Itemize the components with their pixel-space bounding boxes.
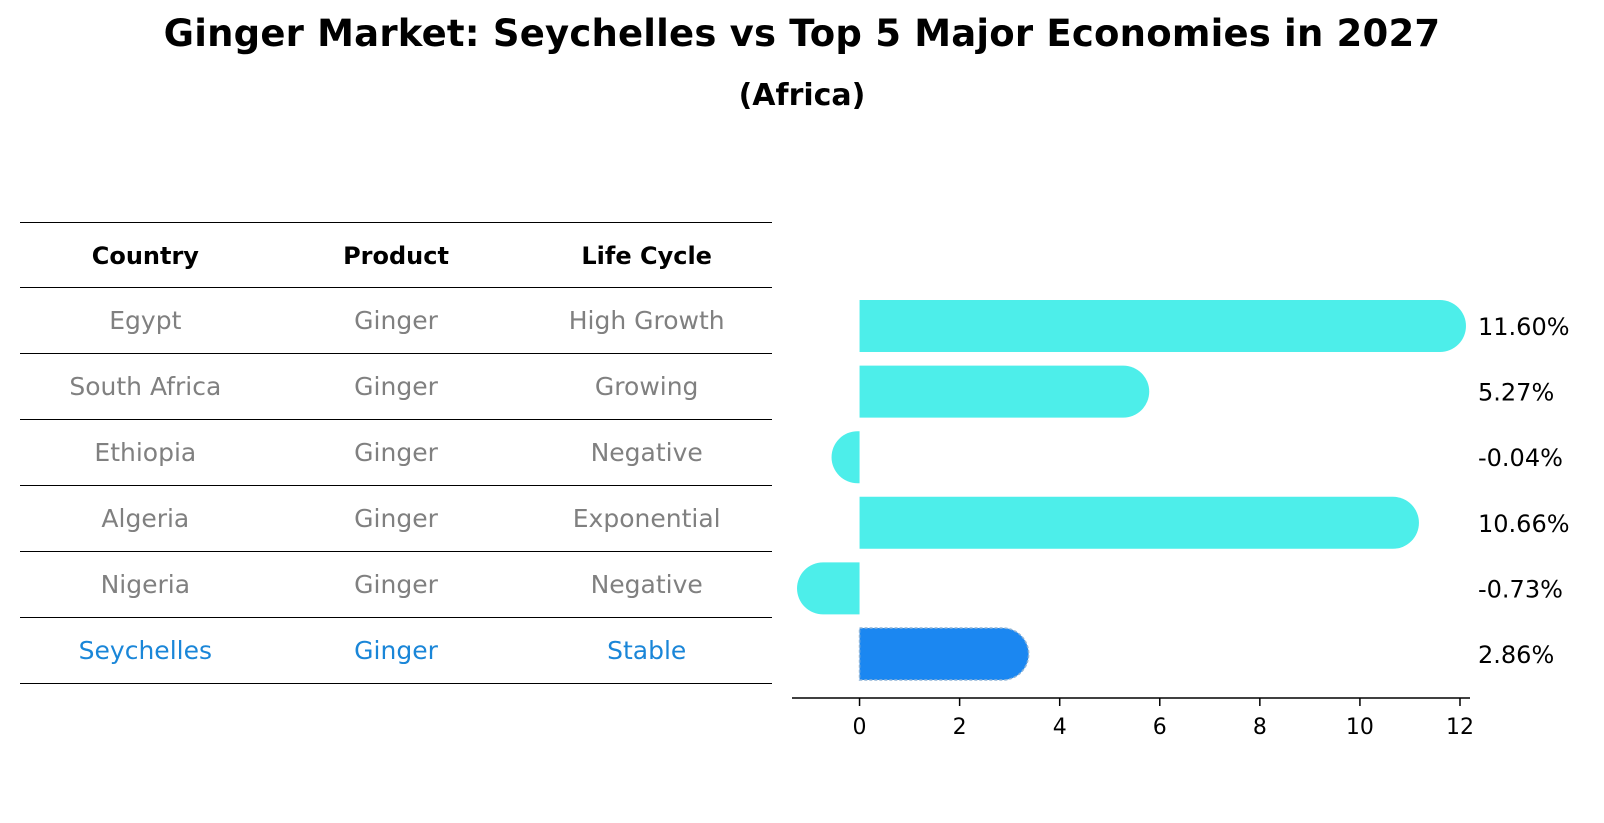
table-row-highlighted: Seychelles Ginger Stable (20, 618, 772, 684)
cell-country: South Africa (69, 372, 222, 401)
x-tick-label: 2 (953, 715, 967, 740)
x-tick-label: 6 (1153, 715, 1167, 740)
cell-product: Ginger (354, 372, 438, 401)
header-life-cycle: Life Cycle (581, 242, 712, 270)
chart-title: Ginger Market: Seychelles vs Top 5 Major… (163, 12, 1441, 55)
header-product: Product (343, 242, 449, 270)
cell-life-cycle: Exponential (572, 504, 721, 533)
cell-life-cycle: Negative (590, 438, 703, 467)
x-tick-label: 12 (1446, 715, 1474, 740)
table-row: South Africa Ginger Growing (20, 354, 772, 420)
bar-ethiopia (831, 431, 860, 484)
x-tick-label: 4 (1053, 715, 1067, 740)
table-row: Ethiopia Ginger Negative (20, 420, 772, 486)
table-row: Algeria Ginger Exponential (20, 486, 772, 552)
cell-life-cycle: High Growth (568, 306, 725, 335)
bar-value-label: -0.04% (1478, 444, 1563, 472)
cell-product: Ginger (354, 438, 438, 467)
cell-life-cycle: Negative (590, 570, 703, 599)
cell-product: Ginger (354, 504, 438, 533)
bar-value-label: 11.60% (1478, 313, 1570, 341)
table-row: Nigeria Ginger Negative (20, 552, 772, 618)
table-header-row: Country Product Life Cycle (20, 222, 772, 288)
cell-country: Algeria (101, 504, 190, 533)
cell-product: Ginger (354, 306, 438, 335)
cell-product: Ginger (354, 636, 438, 665)
bar-value-label: -0.73% (1478, 575, 1563, 603)
x-tick-label: 10 (1346, 715, 1374, 740)
cell-life-cycle: Growing (594, 372, 699, 401)
bar-value-label: 5.27% (1478, 379, 1554, 407)
cell-life-cycle: Stable (607, 636, 687, 665)
chart-subtitle: (Africa) (738, 78, 866, 113)
cell-product: Ginger (354, 570, 438, 599)
x-tick-label: 0 (853, 715, 867, 740)
cell-country: Seychelles (78, 636, 212, 665)
country-table: Country Product Life Cycle Egypt Ginger … (20, 222, 772, 684)
bar-nigeria (797, 562, 860, 615)
bar-egypt (859, 300, 1466, 352)
cell-country: Egypt (109, 306, 182, 335)
bar-south-africa (859, 365, 1150, 418)
table-row: Egypt Ginger High Growth (20, 288, 772, 354)
cell-country: Ethiopia (94, 438, 197, 467)
x-tick-label: 8 (1253, 715, 1267, 740)
bar-value-label: 10.66% (1478, 510, 1570, 538)
bar-algeria (859, 496, 1419, 549)
cell-country: Nigeria (100, 570, 191, 599)
bar-value-label: 2.86% (1478, 641, 1554, 669)
header-country: Country (91, 242, 199, 270)
bar-seychelles (858, 627, 1030, 681)
